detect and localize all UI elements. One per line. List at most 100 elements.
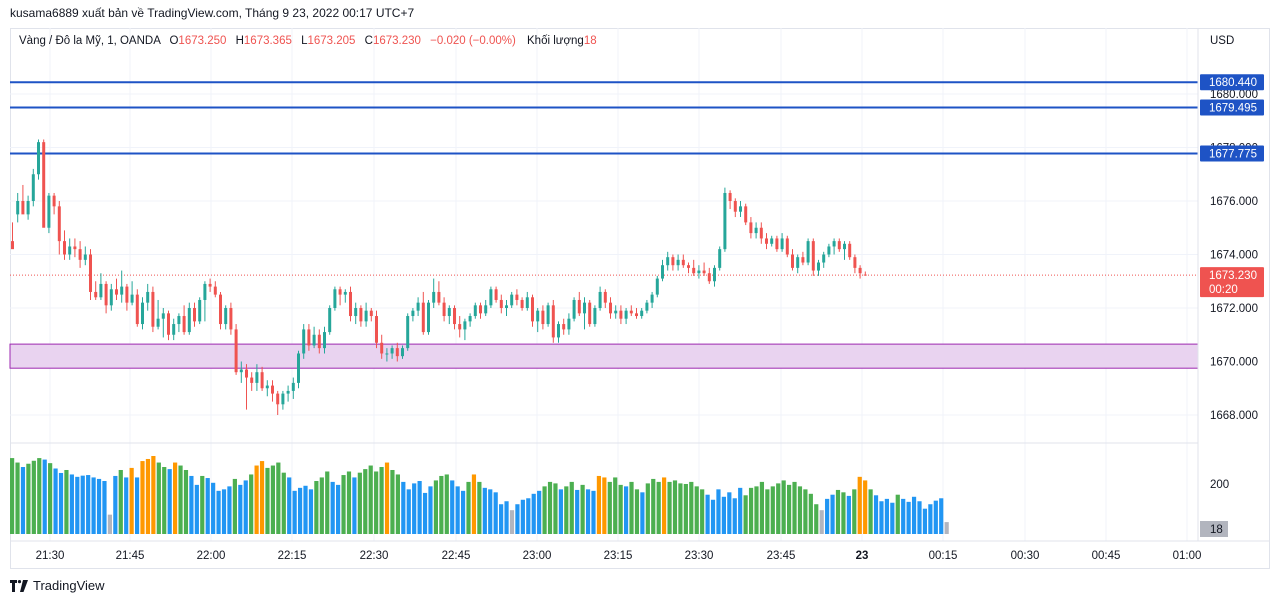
candle[interactable] [609,297,612,319]
last-price-label[interactable]: 1673.230 00:20 [1200,267,1264,298]
volume-bar[interactable] [547,481,553,534]
candle[interactable] [598,286,602,311]
candle[interactable] [83,246,87,266]
candle[interactable] [728,190,732,210]
volume-bar[interactable] [477,481,482,534]
volume-bar[interactable] [211,482,216,534]
volume-bar[interactable] [205,478,210,534]
volume-bar[interactable] [814,504,819,534]
candle[interactable] [557,321,560,343]
volume-bar[interactable] [265,467,270,534]
volume-bar[interactable] [504,501,509,534]
candle[interactable] [109,283,113,311]
candle[interactable] [619,305,623,325]
candle[interactable] [63,230,66,260]
candle[interactable] [785,235,789,258]
volume-bar[interactable] [96,478,102,534]
candle[interactable] [770,235,774,247]
volume-bar[interactable] [841,492,846,534]
candle[interactable] [219,291,222,330]
volume-bar[interactable] [623,486,629,534]
volume-bar[interactable] [776,483,781,534]
volume-bar[interactable] [797,486,803,534]
volume-bar[interactable] [31,460,36,534]
candle[interactable] [421,291,425,335]
candle[interactable] [135,289,139,327]
candle[interactable] [198,297,202,325]
volume-bar[interactable] [884,498,889,534]
candle[interactable] [822,251,826,268]
volume-bar[interactable] [645,483,650,534]
candle[interactable] [11,222,14,250]
volume-bar[interactable] [357,472,362,534]
candle[interactable] [505,299,508,317]
volume-bar[interactable] [297,487,303,534]
volume-bar[interactable] [325,471,330,534]
candle[interactable] [661,259,664,282]
candle[interactable] [515,289,519,306]
candle[interactable] [671,254,675,271]
candle[interactable] [146,283,150,311]
candle[interactable] [723,187,727,252]
volume-bar[interactable] [276,462,281,534]
candle[interactable] [754,222,758,239]
volume-bar[interactable] [134,477,140,534]
volume-bar[interactable] [395,474,400,534]
candle[interactable] [37,139,40,180]
candle[interactable] [489,286,493,308]
volume-bar[interactable] [748,487,754,534]
candle[interactable] [863,271,867,276]
candle[interactable] [281,390,285,410]
volume-bar[interactable] [118,469,123,534]
volume-bar[interactable] [499,504,504,534]
volume-bar[interactable] [944,522,949,534]
candle[interactable] [156,299,160,330]
candle[interactable] [260,366,264,391]
volume-bar[interactable] [15,462,20,534]
candle[interactable] [411,308,415,322]
volume-bar[interactable] [743,495,748,534]
volume-bar[interactable] [613,477,618,534]
volume-bar[interactable] [569,481,574,534]
candle[interactable] [749,217,753,239]
candle[interactable] [848,241,852,260]
candle[interactable] [780,233,784,252]
volume-bar[interactable] [678,483,683,534]
volume-bar[interactable] [330,481,335,534]
candle[interactable] [432,278,436,308]
candle[interactable] [57,201,61,255]
candle[interactable] [765,233,768,250]
candle[interactable] [775,235,779,252]
candle[interactable] [245,364,248,410]
candle[interactable] [73,238,77,258]
volume-bar[interactable] [542,486,547,534]
candle[interactable] [297,350,300,389]
volume-bar[interactable] [591,490,596,534]
volume-bar[interactable] [667,481,672,534]
volume-bar[interactable] [173,462,178,534]
volume-bar[interactable] [488,489,493,534]
candle[interactable] [484,299,488,317]
volume-bar[interactable] [287,477,292,534]
candle[interactable] [853,254,857,274]
candle[interactable] [250,372,254,391]
volume-bar[interactable] [705,494,710,534]
candle[interactable] [328,305,332,335]
volume-bar[interactable] [124,477,129,534]
candle[interactable] [453,305,456,330]
volume-bar[interactable] [314,481,319,534]
candle[interactable] [21,184,25,215]
candle[interactable] [255,364,259,391]
candle[interactable] [837,238,841,252]
volume-bar[interactable] [754,486,759,534]
candle[interactable] [323,326,326,354]
candle[interactable] [177,313,181,333]
candle[interactable] [666,251,670,271]
candle[interactable] [427,299,430,335]
candle[interactable] [333,286,337,311]
support-zone[interactable] [9,343,1199,369]
candle[interactable] [442,297,446,322]
volume-bar[interactable] [336,484,341,534]
volume-bar[interactable] [249,474,254,534]
